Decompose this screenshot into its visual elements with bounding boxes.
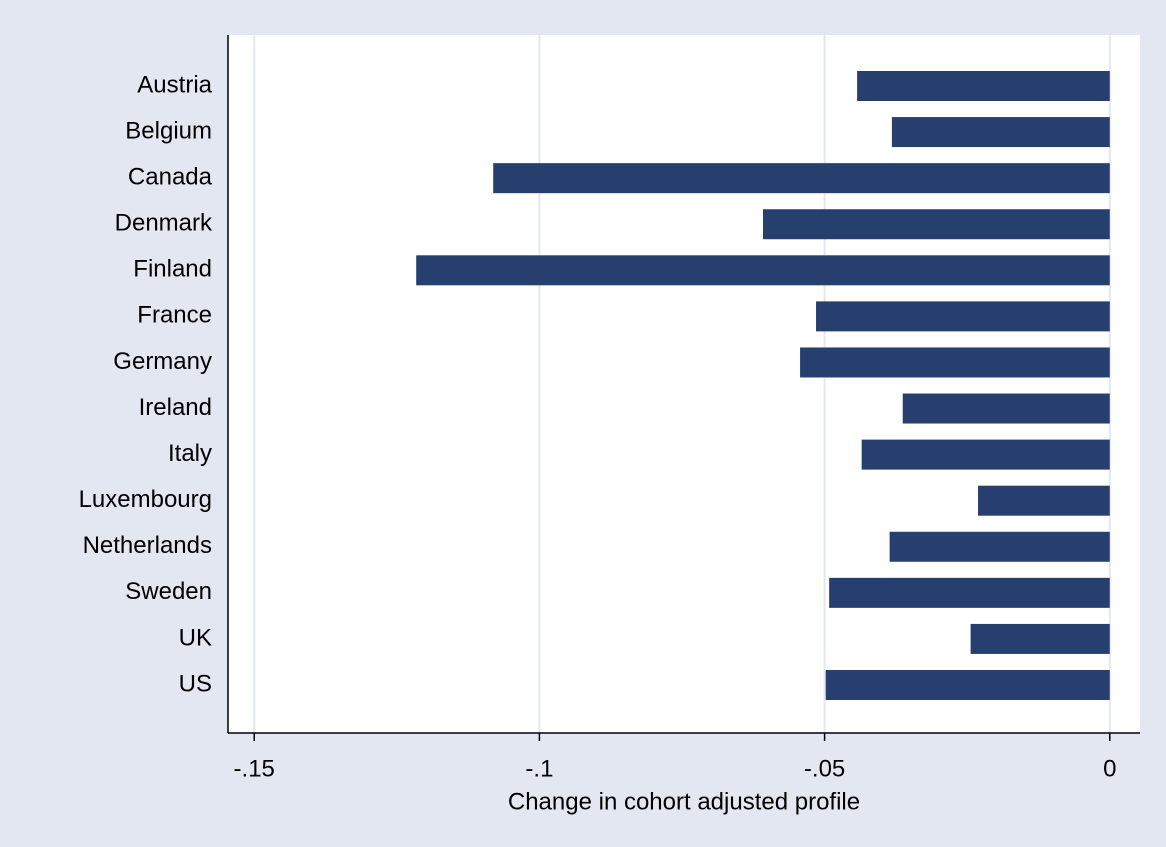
grid <box>253 35 1111 733</box>
y-tick-label: US <box>179 670 212 697</box>
y-tick-label: Sweden <box>125 578 212 605</box>
x-axis-title: Change in cohort adjusted profile <box>508 788 860 815</box>
bar <box>416 255 1110 286</box>
bar <box>861 439 1110 470</box>
x-tick-label: -.1 <box>525 755 553 782</box>
y-tick-label: Austria <box>137 71 212 98</box>
y-tick-label: Luxembourg <box>79 486 212 513</box>
y-tick-label: Denmark <box>115 210 213 237</box>
x-tick-label: -.15 <box>234 755 275 782</box>
y-tick-label: Germany <box>113 348 212 375</box>
x-tick-label: -.05 <box>804 755 845 782</box>
bar <box>857 71 1110 101</box>
bar <box>902 393 1110 424</box>
bar <box>891 117 1110 148</box>
bar <box>889 531 1110 562</box>
y-tick-label: Netherlands <box>83 532 212 559</box>
plot-area <box>228 35 1140 733</box>
y-tick-label: UK <box>179 624 212 651</box>
y-tick-label: France <box>137 302 212 329</box>
y-tick-label: Belgium <box>125 117 212 144</box>
bars <box>416 71 1110 700</box>
bar <box>816 301 1110 332</box>
y-tick-label: Italy <box>168 440 212 467</box>
bar <box>825 670 1110 700</box>
y-tick-label: Finland <box>133 256 212 283</box>
x-tick-label: 0 <box>1103 755 1116 782</box>
bar <box>762 209 1110 240</box>
bar <box>493 163 1110 194</box>
bar <box>800 347 1110 378</box>
y-tick-label: Canada <box>128 163 213 190</box>
bar <box>970 623 1110 654</box>
y-tick-label: Ireland <box>139 394 212 421</box>
bar <box>829 577 1110 608</box>
bar <box>978 485 1110 516</box>
